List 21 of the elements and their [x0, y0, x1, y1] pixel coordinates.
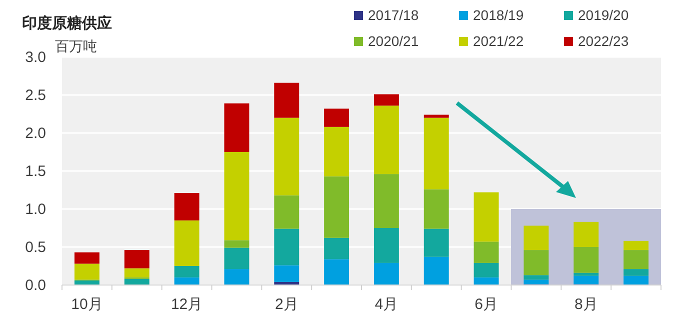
x-tick-label: 2月	[274, 296, 298, 313]
x-tick-label: 6月	[474, 296, 498, 313]
legend-label: 2021/22	[473, 33, 524, 49]
x-tick-label: 12月	[170, 296, 203, 313]
x-tick-label: 8月	[574, 296, 598, 313]
legend-label: 2018/19	[473, 7, 524, 23]
chart-title: 印度原糖供应	[22, 14, 112, 32]
y-tick-label: 0.5	[25, 239, 46, 256]
y-tick-label: 1.0	[25, 201, 46, 218]
y-tick-label: 3.0	[25, 49, 46, 66]
legend-label: 2017/18	[368, 7, 419, 23]
legend-label: 2022/23	[578, 33, 629, 49]
y-tick-label: 1.5	[25, 163, 46, 180]
y-axis-title: 百万吨	[55, 38, 97, 54]
x-tick-label: 4月	[374, 296, 398, 313]
y-tick-label: 2.0	[25, 125, 46, 142]
x-tick-label: 10月	[71, 296, 103, 313]
legend-label: 2020/21	[368, 33, 419, 49]
legend-label: 2019/20	[578, 7, 629, 23]
y-tick-label: 0.0	[25, 277, 46, 294]
y-tick-label: 2.5	[25, 87, 46, 104]
